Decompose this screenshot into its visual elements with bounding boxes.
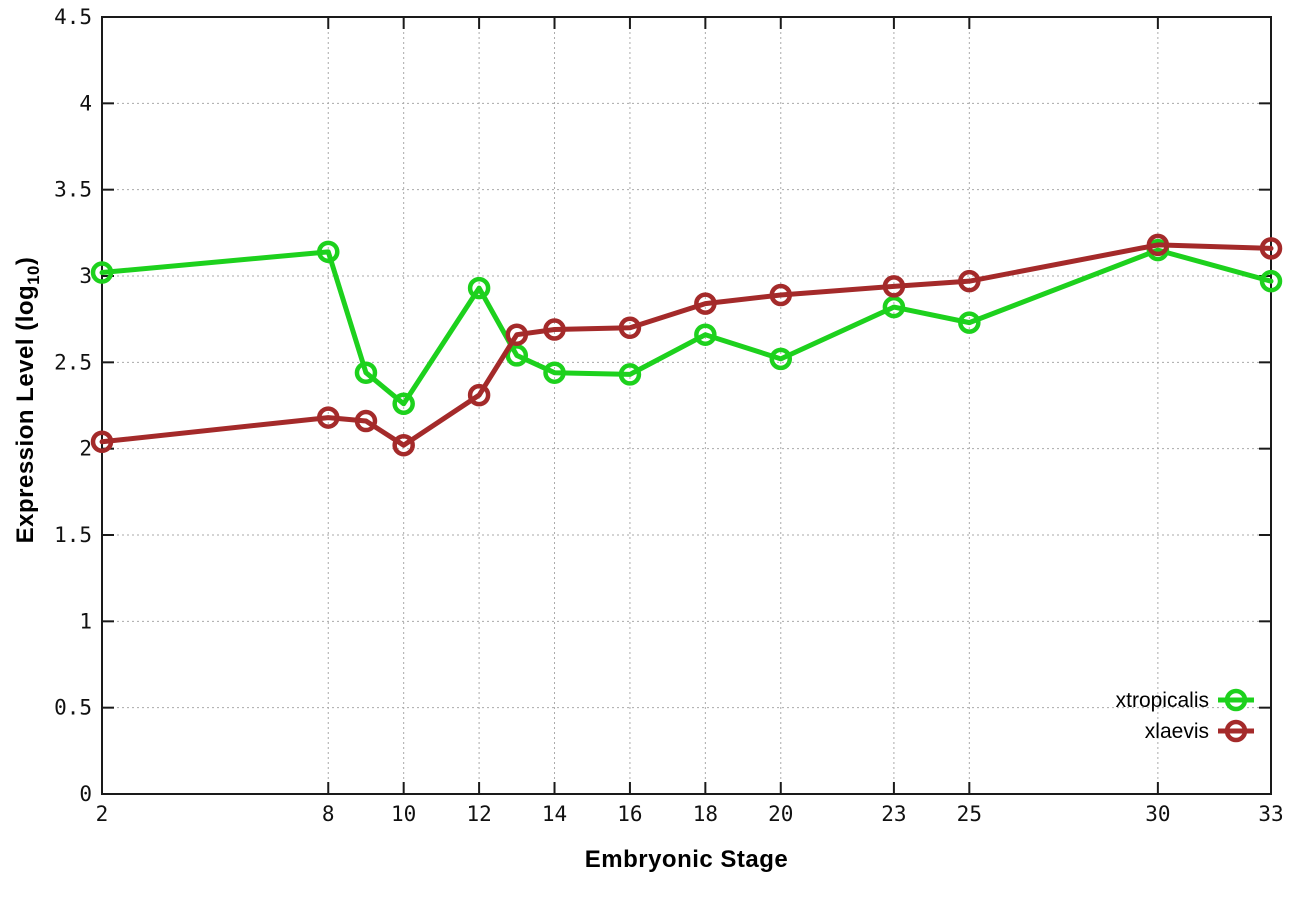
data-point-xlaevis <box>543 318 566 341</box>
data-point-xlaevis <box>90 430 114 454</box>
x-tick-label: 14 <box>542 802 567 826</box>
x-tick-label: 8 <box>322 802 335 826</box>
data-point-xtropicalis <box>1259 269 1283 293</box>
data-point-xtropicalis <box>694 323 717 346</box>
data-point-xlaevis <box>769 283 793 307</box>
data-point-xtropicalis <box>505 344 529 367</box>
x-tick-label: 33 <box>1258 802 1283 826</box>
y-tick-label: 3 <box>79 264 92 288</box>
x-tick-label: 20 <box>768 802 793 826</box>
y-tick-label: 2.5 <box>54 350 92 374</box>
data-point-xlaevis <box>694 292 717 315</box>
y-axis-title-suffix: ) <box>12 256 39 266</box>
y-tick-label: 0 <box>79 782 92 806</box>
x-tick-label: 2 <box>96 802 109 826</box>
x-tick-label: 30 <box>1145 802 1170 826</box>
data-point-xlaevis <box>618 316 642 340</box>
data-point-xlaevis <box>958 269 981 293</box>
gridlines <box>101 16 1272 795</box>
y-tick-label: 1.5 <box>54 523 92 547</box>
data-point-xlaevis <box>882 275 906 298</box>
x-axis-title: Embryonic Stage <box>584 846 789 873</box>
y-axis-title-subscript: 10 <box>23 265 43 285</box>
data-point-xtropicalis <box>769 347 793 371</box>
x-tick-label: 23 <box>881 802 906 826</box>
y-tick-label: 4.5 <box>54 5 92 29</box>
series-line-xtropicalis <box>99 247 1274 407</box>
data-point-xtropicalis <box>958 311 981 334</box>
series-xtropicalis <box>90 238 1283 416</box>
x-tick-label: 12 <box>466 802 491 826</box>
data-point-xtropicalis <box>354 361 378 384</box>
legend-label-xlaevis: xlaevis <box>1145 720 1209 743</box>
data-point-xtropicalis <box>467 276 491 300</box>
x-tick-label: 16 <box>617 802 642 826</box>
data-point-xtropicalis <box>882 295 906 319</box>
data-point-xlaevis <box>392 433 415 457</box>
x-tick-label: 10 <box>391 802 416 826</box>
data-point-xlaevis <box>354 409 378 433</box>
data-point-xtropicalis <box>392 392 415 416</box>
x-tick-labels: 2 8 10 12 14 16 18 20 23 25 30 33 <box>96 802 1284 826</box>
y-tick-label: 1 <box>79 609 92 633</box>
data-point-xlaevis <box>1146 233 1170 257</box>
plot-border <box>101 16 1272 795</box>
series-xlaevis <box>90 233 1283 457</box>
data-point-xtropicalis <box>543 361 566 384</box>
y-tick-label: 0.5 <box>54 696 92 720</box>
x-tick-label: 18 <box>693 802 718 826</box>
data-point-xlaevis <box>317 406 340 429</box>
axis-ticks <box>101 16 1272 795</box>
data-point-xtropicalis <box>618 363 642 386</box>
y-tick-labels: 0 0.5 1 1.5 2 2.5 3 3.5 4 4.5 <box>54 5 92 806</box>
x-tick-label: 25 <box>957 802 982 826</box>
data-point-xlaevis <box>1259 237 1283 260</box>
legend: xtropicalis xlaevis <box>1116 688 1254 743</box>
data-point-xtropicalis <box>317 240 340 264</box>
y-axis-title: Expression Level (log10) <box>12 50 43 750</box>
legend-marker-xlaevis <box>1224 719 1248 743</box>
y-tick-label: 3.5 <box>54 178 92 202</box>
data-point-xlaevis <box>467 383 491 407</box>
y-axis-title-text: Expression Level (log <box>12 284 39 544</box>
data-point-xtropicalis <box>90 261 114 284</box>
legend-sample-xlaevis <box>1218 719 1254 743</box>
legend-sample-xtropicalis <box>1218 688 1254 712</box>
legend-label-xtropicalis: xtropicalis <box>1116 689 1209 712</box>
data-point-xlaevis <box>505 323 529 346</box>
legend-marker-xtropicalis <box>1224 688 1248 712</box>
y-tick-label: 2 <box>79 437 92 461</box>
y-tick-label: 4 <box>79 91 92 115</box>
